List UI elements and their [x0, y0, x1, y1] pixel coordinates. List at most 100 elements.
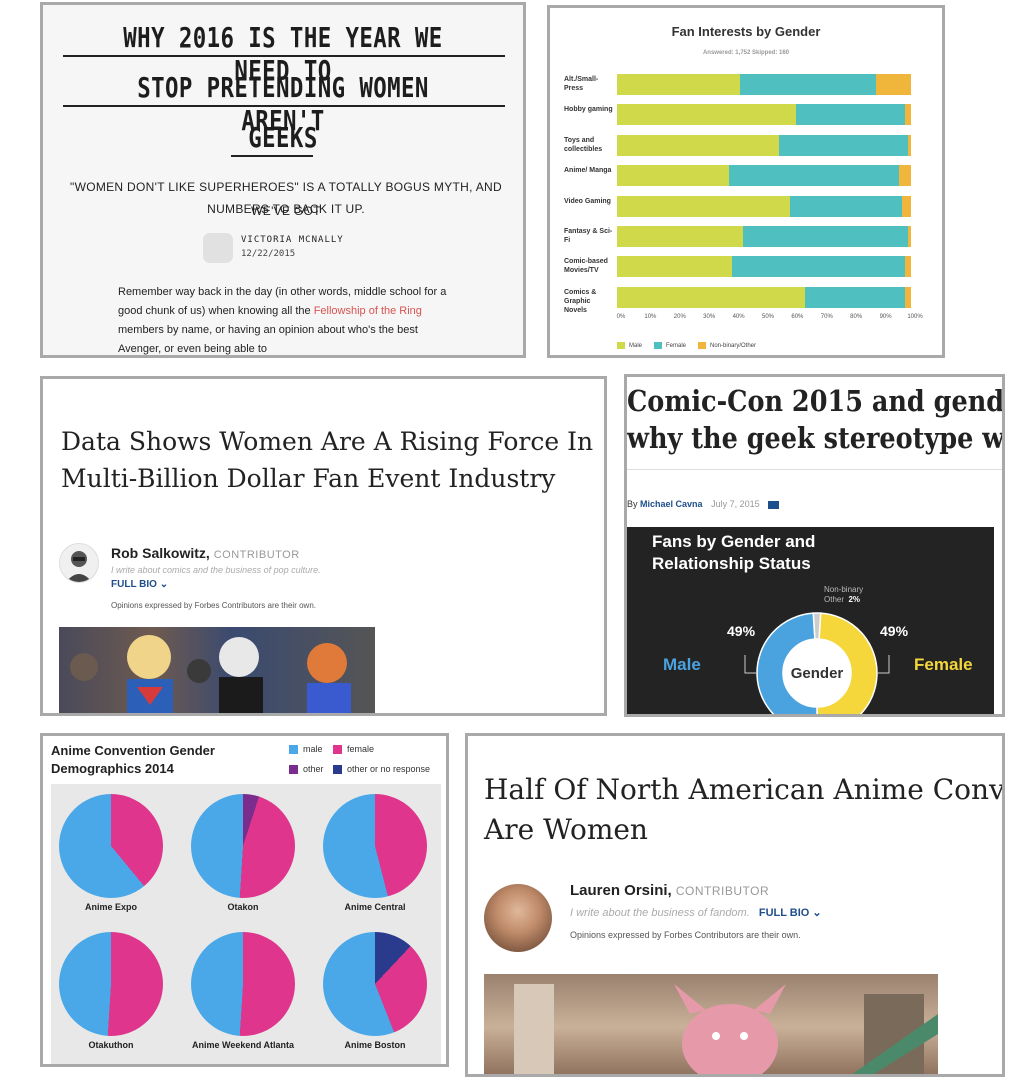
legend-swatch [617, 342, 625, 349]
byline: By Michael Cavna July 7, 2015 [627, 499, 780, 509]
author-name[interactable]: Lauren Orsini [570, 882, 668, 899]
legend-item-other: other [289, 764, 324, 774]
pie-label: Anime Expo [84, 902, 137, 912]
bar-segment-female [778, 134, 909, 156]
bar-segment-male [617, 286, 806, 308]
author-tagline: I write about the business of fandom. FU… [570, 907, 822, 919]
stacked-bar [617, 256, 911, 278]
pie-chart [59, 794, 163, 898]
opinion-disclaimer: Opinions expressed by Forbes Contributor… [570, 930, 801, 940]
legend-swatch [698, 342, 706, 349]
donut-hole [783, 639, 851, 707]
publish-date: 12/22/2015 [241, 249, 296, 259]
headline-line-1: Comic-Con 2015 and gender: [627, 384, 1005, 418]
bar-segment-female [805, 286, 906, 308]
donut-center-label: Gender [791, 665, 844, 682]
author-name[interactable]: VICTORIA MCNALLY [241, 235, 344, 245]
legend-item-female: female [333, 744, 374, 754]
headline-rule [63, 105, 505, 107]
x-tick-label: 40% [732, 314, 745, 320]
x-tick-label: 90% [879, 314, 892, 320]
x-tick-label: 70% [820, 314, 833, 320]
bar-segment-female [728, 165, 900, 187]
legend-swatch [333, 764, 342, 774]
mail-icon[interactable] [768, 500, 780, 509]
convention-photo [484, 974, 938, 1074]
by-label: By [627, 499, 638, 509]
legend-swatch [289, 764, 298, 774]
bar-segment-female [743, 226, 909, 247]
article-body: Remember way back in the day (in other w… [118, 283, 448, 355]
pie-chart [323, 932, 427, 1036]
body-text: members by name, or having an opinion ab… [118, 324, 418, 355]
bar-segment-non-binary-other [899, 165, 911, 187]
bar-segment-female [731, 256, 906, 278]
bar-segment-female [796, 104, 906, 126]
legend-item: Male [617, 342, 642, 349]
legend-item-male: male [289, 744, 323, 754]
gender-donut-chart: Gender [744, 612, 890, 714]
full-bio-link[interactable]: FULL BIO ⌄ [111, 579, 168, 590]
subheadline-line-2: NUMBERS TO BACK IT UP. [207, 202, 365, 216]
x-tick-label: 50% [761, 314, 775, 320]
chevron-down-icon: ⌄ [812, 907, 822, 919]
pie-label: Otakuthon [88, 1040, 134, 1050]
infographic-title: Fans by Gender and Relationship Status [652, 532, 816, 573]
chart-meta: Answered: 1,752 Skipped: 160 [702, 50, 790, 56]
bar-segment-non-binary-other [905, 286, 911, 308]
female-percent: 49% [880, 623, 909, 639]
gender-infographic: Fans by Gender and Relationship Status G… [627, 527, 994, 714]
bar-segment-female [740, 74, 876, 95]
legend-label: Non-binary/Other [710, 342, 757, 349]
male-label: Male [663, 655, 701, 674]
fellowship-link[interactable]: Fellowship of the Ring [313, 305, 422, 317]
pie-chart [323, 794, 427, 898]
bar-segment-male [617, 134, 779, 156]
cosplay-photo-illustration [70, 635, 351, 713]
bar-segment-non-binary-other [908, 226, 911, 247]
opinion-disclaimer: Opinions expressed by Forbes Contributor… [111, 601, 316, 610]
article-headline: Comic-Con 2015 and gender: why the geek … [627, 383, 1005, 457]
author-line: Lauren Orsini, CONTRIBUTOR [570, 882, 770, 899]
anime-convention-pies-card: Anime Convention Gender Demographics 201… [40, 733, 449, 1067]
category-label: Comics & Graphic Novels [564, 288, 597, 314]
stacked-bar [617, 134, 911, 156]
subheadline-line-1: "WOMEN DON'T LIKE SUPERHEROES" IS A TOTA… [70, 180, 502, 218]
legend-item: Female [654, 342, 686, 349]
legend-label: Male [629, 342, 643, 349]
leader-line [877, 655, 890, 674]
publish-date: July 7, 2015 [711, 499, 760, 509]
bar-segment-male [617, 104, 797, 126]
article-headline: Data Shows Women Are A Rising Force In M… [61, 427, 594, 493]
bar-segment-non-binary-other [875, 74, 911, 95]
wapo-article-card-comic-con: Comic-Con 2015 and gender: why the geek … [624, 374, 1005, 717]
bar-segment-male [617, 195, 791, 217]
body-text: Remember way back in the day (in other w… [118, 286, 447, 317]
pie-chart [59, 932, 163, 1036]
x-tick-label: 0% [616, 314, 626, 320]
bar-segment-male [617, 165, 729, 187]
article-headline: Half Of North American Anime Convention … [484, 773, 1005, 846]
legend-swatch [289, 744, 298, 754]
author-name[interactable]: Michael Cavna [640, 499, 703, 509]
author-portrait-icon [66, 551, 92, 582]
chart-title: Fan Interests by Gender [671, 24, 821, 39]
pies-panel: Anime Expo Otakon Anime Central Otakuthon An… [51, 784, 441, 1064]
legend-swatch [333, 744, 342, 754]
fan-interests-chart-card: Fan Interests by Gender Answered: 1,752 … [547, 5, 945, 358]
pie-label: Anime Boston [344, 1040, 406, 1050]
full-bio-link[interactable]: FULL BIO ⌄ [758, 907, 822, 919]
author-line: Rob Salkowitz, CONTRIBUTOR [111, 545, 300, 561]
headline-line-2: STOP PRETENDING WOMEN AREN'T [137, 71, 429, 137]
legend-item-no-response: other or no response [333, 764, 430, 774]
bar-segment-non-binary-other [902, 195, 911, 217]
chart-title: Anime Convention Gender Demographics 201… [51, 743, 215, 776]
x-tick-label: 60% [791, 314, 804, 320]
category-label: Fantasy & Sci-Fi [564, 228, 613, 244]
headline-line-3: GEEKS [248, 121, 318, 154]
category-label: Alt./Small-Press [564, 76, 599, 92]
x-tick-label: 80% [850, 314, 863, 320]
chevron-down-icon: ⌄ [159, 579, 169, 590]
author-name[interactable]: Rob Salkowitz [111, 545, 206, 561]
bar-segment-male [617, 226, 744, 247]
